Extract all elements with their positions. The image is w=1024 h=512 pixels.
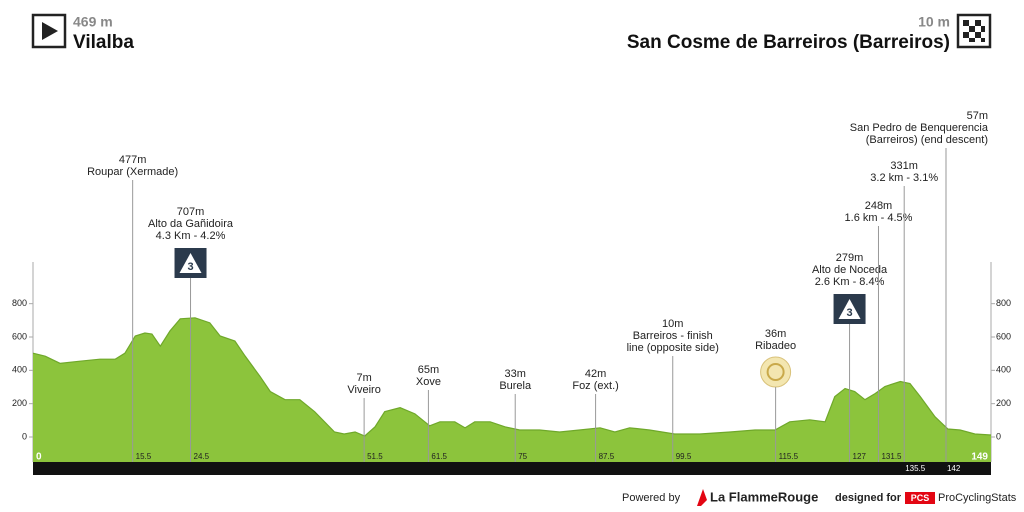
annotation-text: 65m: [418, 364, 439, 376]
y-tick-label: 600: [996, 331, 1011, 341]
y-tick-label: 200: [996, 398, 1011, 408]
start-icon: [31, 13, 67, 49]
site-name: ProCyclingStats: [938, 492, 1017, 504]
start-name: Vilalba: [73, 32, 134, 53]
x-tick-label: 51.5: [367, 452, 383, 461]
y-tick-label: 0: [22, 431, 27, 441]
x-tick-label: 115.5: [779, 452, 799, 461]
category-triangle: [179, 253, 202, 273]
y-tick-label: 800: [12, 298, 27, 308]
annotation-text: Alto de Noceda: [812, 264, 888, 276]
annotation-text: San Pedro de Benquerencia: [850, 122, 989, 134]
x-tick-label: 61.5: [431, 452, 447, 461]
annotation-text: Barreiros - finish: [633, 330, 713, 342]
y-tick-label: 200: [12, 398, 27, 408]
annotation-text: Alto da Gañidoira: [148, 218, 234, 230]
annotation-text: 707m: [177, 206, 205, 218]
y-tick-label: 400: [12, 365, 27, 375]
annotation-text: line (opposite side): [627, 342, 719, 354]
start-elevation: 469 m: [73, 14, 113, 30]
x-tick-label: 135.5: [905, 464, 926, 473]
distance-bar: [33, 462, 991, 475]
annotation-text: (Barreiros) (end descent): [866, 134, 988, 146]
annotation-text: 3.2 km - 3.1%: [870, 172, 938, 184]
sprint-icon-inner: [766, 363, 785, 381]
x-tick-label: 75: [518, 452, 527, 461]
brand: La FlammeRouge: [710, 489, 818, 504]
pcs-logo: [905, 492, 935, 504]
x-tick-label: 24.5: [194, 452, 210, 461]
x-tick-label: 15.5: [136, 452, 152, 461]
finish-icon: [956, 13, 992, 49]
annotation-text: 2.6 Km - 8.4%: [815, 276, 885, 288]
category-triangle: [838, 299, 861, 319]
x-tick-label: 142: [947, 464, 961, 473]
elevation-area: [33, 317, 991, 462]
annotation-text: Roupar (Xermade): [87, 166, 178, 178]
y-tick-label: 600: [12, 331, 27, 341]
annotation-text: 42m: [585, 368, 606, 380]
footer: Powered by La FlammeRouge designed for P…: [622, 489, 1017, 506]
x-tick-label: 131.5: [881, 452, 902, 461]
finish-name: San Cosme de Barreiros (Barreiros): [627, 32, 950, 53]
annotation-text: 279m: [836, 252, 864, 264]
x-tick-label: 149: [971, 452, 988, 463]
x-tick-label: 127: [853, 452, 867, 461]
annotation-text: 477m: [119, 154, 147, 166]
x-tick-label: 0: [36, 452, 42, 463]
annotation-text: Burela: [499, 380, 532, 392]
annotation-text: 36m: [765, 328, 786, 340]
y-tick-label: 0: [996, 431, 1001, 441]
annotation-text: 10m: [662, 318, 683, 330]
annotation-text: Ribadeo: [755, 340, 796, 352]
annotation-text: 33m: [505, 368, 526, 380]
annotation-text: Viveiro: [347, 384, 380, 396]
annotation-text: 57m: [967, 110, 988, 122]
annotation-text: 331m: [890, 160, 918, 172]
elevation-edge: [32, 317, 992, 437]
flame-icon: [697, 489, 707, 506]
designed-for: designed for: [835, 492, 902, 504]
annotation-text: Xove: [416, 376, 441, 388]
x-tick-label: 87.5: [599, 452, 615, 461]
start-arrow: [42, 22, 58, 40]
category-label: 3: [846, 307, 852, 319]
sprint-icon: [760, 356, 792, 388]
pcs-text: PCS: [911, 493, 930, 503]
finish-elevation: 10 m: [918, 14, 950, 30]
annotation-text: 248m: [865, 200, 893, 212]
annotation-text: 1.6 km - 4.5%: [845, 212, 913, 224]
y-tick-label: 400: [996, 365, 1011, 375]
powered-by: Powered by: [622, 492, 681, 504]
annotation-text: Foz (ext.): [572, 380, 618, 392]
x-tick-label: 99.5: [676, 452, 692, 461]
annotation-text: 7m: [356, 372, 371, 384]
plot: 0 0 200 200 400 400 600 600 800 800 0 15.5 24.5 51.5 6…: [12, 110, 1011, 475]
annotation-text: 4.3 Km - 4.2%: [156, 230, 226, 242]
category-label: 3: [187, 261, 193, 273]
y-tick-label: 800: [996, 298, 1011, 308]
